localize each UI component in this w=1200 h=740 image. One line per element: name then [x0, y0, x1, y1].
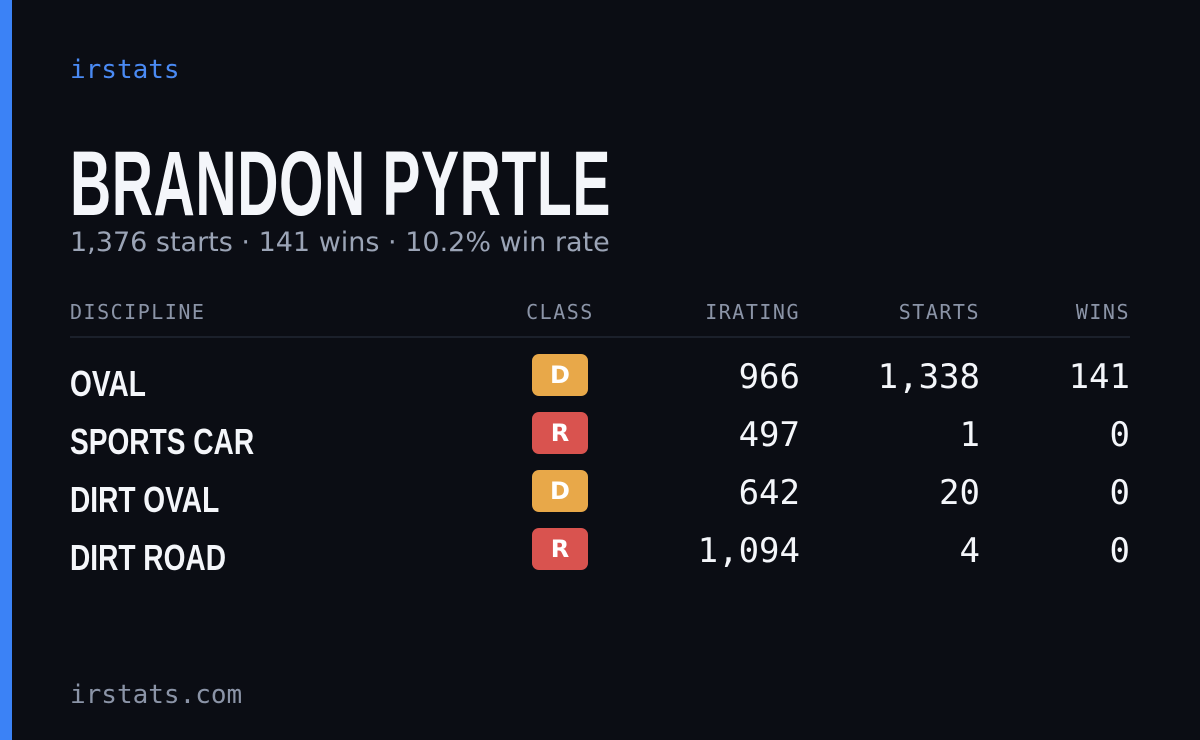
column-header: DISCIPLINE: [70, 300, 206, 324]
discipline: SPORTS CAR: [70, 421, 255, 462]
wins: 0: [1109, 531, 1130, 571]
discipline: DIRT ROAD: [70, 537, 226, 578]
driver-name: BRANDON PYRTLE: [70, 133, 612, 235]
wins: 0: [1109, 415, 1130, 455]
discipline: DIRT OVAL: [70, 479, 220, 520]
irating: 642: [738, 473, 800, 513]
column-header: STARTS: [898, 300, 980, 324]
class-badge: D: [532, 354, 588, 396]
starts: 20: [939, 473, 980, 513]
column-header: WINS: [1075, 300, 1130, 324]
irating: 1,094: [697, 531, 800, 571]
column-header: CLASS: [526, 300, 594, 324]
footer: irstats.com: [70, 680, 243, 710]
class-badge: R: [532, 528, 588, 570]
summary: 1,376 starts · 141 wins · 10.2% win rate: [70, 227, 610, 258]
starts: 1: [959, 415, 980, 455]
wins: 0: [1109, 473, 1130, 513]
starts: 1,338: [877, 357, 980, 397]
class-badge: D: [532, 470, 588, 512]
accent-bar: [0, 0, 12, 740]
brand: irstats: [70, 55, 180, 85]
irating: 966: [738, 357, 800, 397]
header-rule: [70, 336, 1130, 338]
column-header: IRATING: [705, 300, 800, 324]
irating: 497: [738, 415, 800, 455]
wins: 141: [1068, 357, 1130, 397]
discipline: OVAL: [70, 363, 146, 404]
starts: 4: [959, 531, 980, 571]
class-badge: R: [532, 412, 588, 454]
